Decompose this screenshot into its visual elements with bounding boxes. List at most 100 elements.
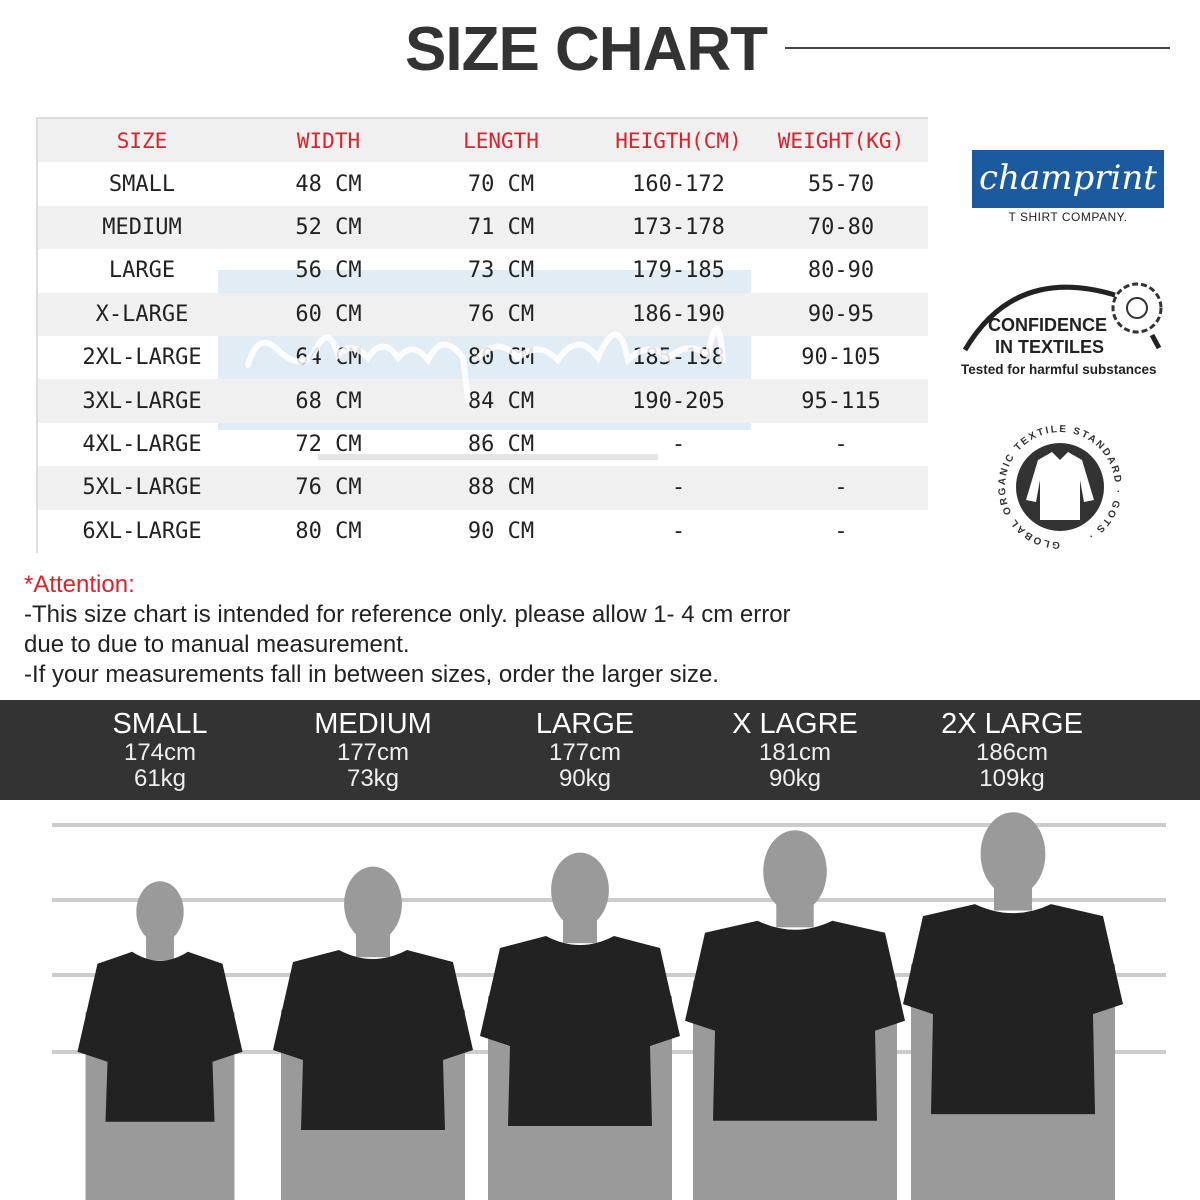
table-cell: 90-105 [801, 345, 881, 371]
table-cell: - [671, 518, 686, 544]
table-cell: 76 CM [295, 475, 362, 501]
attention-note: *Attention: -This size chart is intended… [24, 570, 791, 690]
table-cell: 70 CM [467, 171, 535, 197]
tshirt [273, 950, 473, 1130]
table-cell: 55-70 [807, 171, 875, 197]
attention-heading: *Attention: [24, 571, 135, 598]
badge-text: IN TEXTILES [995, 337, 1104, 357]
table-row: MEDIUM 52 CM 71 CM 173-178 70-80 [38, 205, 928, 250]
table-cell: - [671, 475, 686, 501]
attention-line: due to due to manual measurement. [24, 631, 410, 658]
table-cell: - [671, 431, 686, 457]
table-cell: X-LARGE [95, 301, 189, 327]
model-head [136, 881, 184, 943]
table-cell: 70-80 [807, 214, 875, 240]
model-size: LARGE [535, 708, 635, 740]
model-label: X LAGRE 181cm 90kg [695, 708, 895, 792]
table-cell: 56 CM [295, 258, 362, 284]
table-cell: 84 CM [467, 388, 535, 414]
model-label: LARGE 177cm 90kg [485, 708, 685, 792]
model-height: 174cm [123, 739, 197, 766]
model-label: 2X LARGE 186cm 109kg [912, 708, 1112, 792]
attention-line: -If your measurements fall in between si… [24, 661, 719, 688]
gots-badge: GLOBAL ORGANIC TEXTILE STANDARD · GOTS · [997, 424, 1121, 550]
table-cell: 86 CM [467, 431, 535, 457]
table-cell: 3XL-LARGE [82, 388, 202, 414]
header-cell: WEIGHT(KG) [777, 128, 905, 153]
model-size: SMALL [112, 708, 208, 740]
model-size: 2X LARGE [941, 708, 1083, 740]
model-height: 177cm [548, 739, 622, 766]
header-cell: HEIGTH(CM) [615, 128, 742, 153]
height-guide-line [52, 823, 1166, 827]
model-head [344, 866, 402, 942]
table-row: X-LARGE 60 CM 76 CM 186-190 90-95 [38, 292, 928, 336]
table-cell: 68 CM [295, 388, 362, 414]
table-cell: 71 CM [467, 214, 535, 240]
model-weight: 90kg [768, 765, 822, 792]
table-cell: 186-190 [632, 301, 725, 327]
model-head [763, 830, 827, 913]
tshirt [480, 936, 680, 1126]
model-head [980, 812, 1046, 896]
header-cell: WIDTH [296, 128, 361, 153]
table-cell: - [834, 431, 848, 457]
model-neck [776, 897, 814, 928]
table-row: 5XL-LARGE 76 CM 88 CM - - [38, 466, 928, 510]
table-cell: - [834, 475, 848, 501]
table-cell: 173-178 [632, 214, 725, 240]
table-row: 4XL-LARGE 72 CM 86 CM - - [38, 423, 928, 466]
shirt-icon [1026, 452, 1094, 520]
brand-logo: champrint [972, 150, 1164, 208]
model-silhouettes [52, 812, 1166, 1200]
size-table: SIZE WIDTH LENGTH HEIGTH(CM) WEIGHT(KG) … [36, 117, 928, 553]
table-cell: 2XL-LARGE [82, 345, 202, 371]
table-cell: MEDIUM [102, 214, 182, 240]
model-size: X LAGRE [732, 708, 858, 740]
model-height: 186cm [975, 739, 1049, 766]
table-header-row: SIZE WIDTH LENGTH HEIGTH(CM) WEIGHT(KG) [38, 119, 928, 163]
model-size-band: SMALL 174cm 61kg MEDIUM 177cm 73kg LARGE 177cm 9… [0, 700, 1200, 800]
model-neck [993, 880, 1033, 911]
table-cell: LARGE [108, 258, 176, 284]
table-row: 3XL-LARGE 68 CM 84 CM 190-205 95-115 [38, 379, 928, 423]
tshirt [903, 904, 1123, 1115]
tshirt [685, 920, 905, 1121]
height-guide-line [52, 898, 1166, 902]
model-neck [563, 913, 597, 944]
model-label: MEDIUM 177cm 73kg [273, 708, 473, 792]
table-cell: 90 CM [467, 518, 535, 544]
model-weight: 90kg [558, 765, 612, 792]
table-cell: 80-90 [807, 258, 875, 284]
badge-text: Tested for harmful substances [961, 362, 1157, 377]
table-cell: 190-205 [632, 388, 725, 414]
table-cell: 179-185 [632, 258, 725, 284]
header-cell: SIZE [116, 128, 168, 153]
table-cell: 48 CM [295, 171, 362, 197]
brand-subtitle: T SHIRT COMPANY. [1008, 210, 1128, 224]
model-height: 181cm [758, 739, 832, 766]
title-divider [785, 47, 1170, 49]
table-cell: 4XL-LARGE [82, 431, 202, 457]
model-weight: 61kg [133, 765, 187, 792]
table-cell: 160-172 [632, 171, 725, 197]
table-row: SMALL 48 CM 70 CM 160-172 55-70 [38, 162, 928, 205]
page-title: SIZE CHART [405, 15, 768, 84]
table-cell: 73 CM [467, 258, 535, 284]
table-cell: 72 CM [295, 431, 362, 457]
model-weight: 73kg [346, 765, 400, 792]
table-cell: SMALL [108, 171, 176, 197]
badge-text: CONFIDENCE [988, 315, 1107, 335]
model-size: MEDIUM [314, 708, 432, 740]
table-cell: 80 CM [295, 518, 362, 544]
tshirt [77, 951, 243, 1122]
confidence-textiles-badge: CONFIDENCE IN TEXTILES Tested for harmfu… [961, 282, 1163, 377]
watermark-logo [245, 325, 726, 460]
table-cell: 90-95 [807, 301, 875, 327]
attention-line: -This size chart is intended for referen… [24, 601, 791, 628]
watermark-subtitle [318, 454, 658, 460]
table-row: 6XL-LARGE 80 CM 90 CM - - [38, 510, 928, 553]
header-cell: LENGTH [463, 128, 539, 153]
model-head [551, 852, 609, 928]
model-label: SMALL 174cm 61kg [60, 708, 260, 792]
